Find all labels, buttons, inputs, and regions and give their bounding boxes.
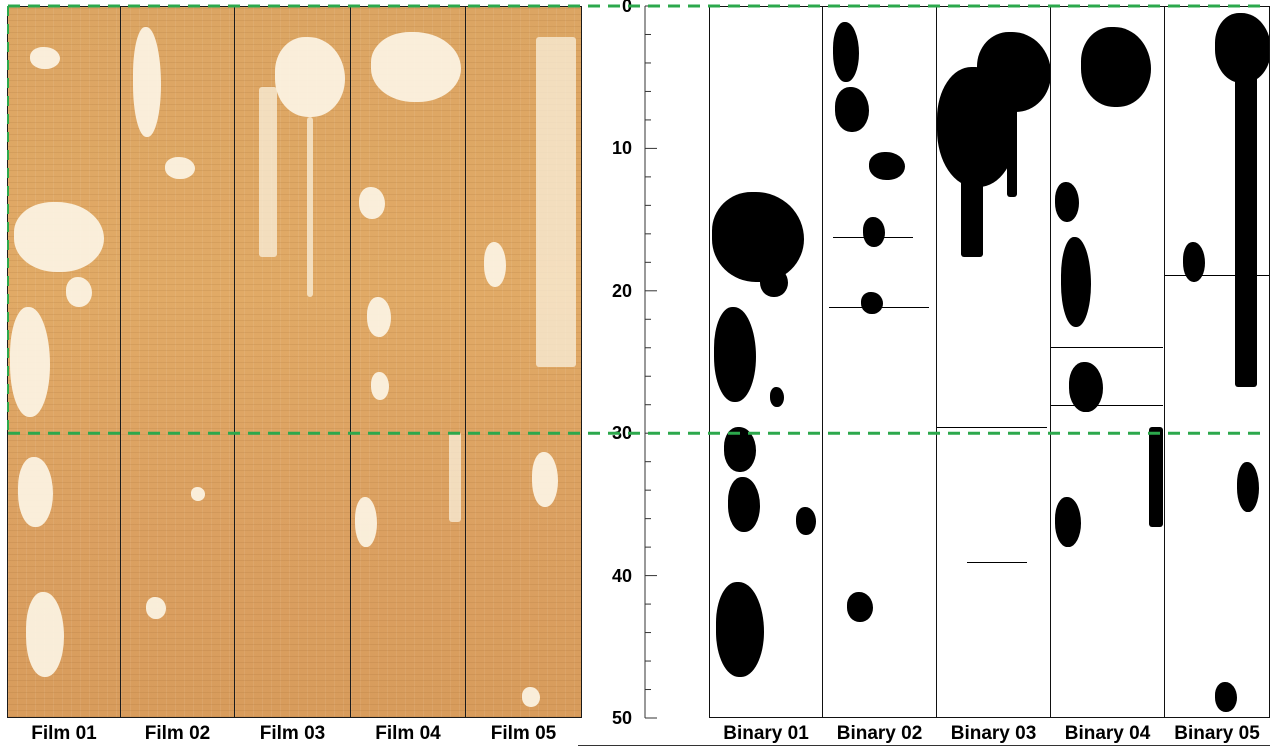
binary-label: Binary 01 [723,723,809,744]
binary-panel [709,6,823,718]
binary-panel [822,6,937,718]
axis-tick-label: 20 [611,280,632,301]
binary-panel [1050,6,1165,718]
film-panel [7,6,121,718]
film-label: Film 01 [31,723,97,744]
axis-tick-label: 50 [611,708,632,728]
film-panel [234,6,351,718]
film-label: Film 02 [144,723,211,744]
film-panel [350,6,466,718]
film-label: Film 05 [490,723,557,744]
binary-panel [1164,6,1270,718]
film-panel [465,6,582,718]
axis-tick-label: 0 [621,0,632,16]
binary-panel [936,6,1051,718]
bottom-rule [578,745,1270,746]
binary-label: Binary 02 [836,723,923,744]
binary-label: Binary 04 [1064,723,1151,744]
film-label: Film 03 [259,723,326,744]
film-label: Film 04 [375,723,441,744]
axis-tick-label: 10 [611,138,632,159]
binary-label: Binary 05 [1174,723,1260,744]
axis-tick-label: 40 [611,565,632,586]
axis-tick-label: 30 [611,423,632,444]
binary-label: Binary 03 [950,723,1037,744]
